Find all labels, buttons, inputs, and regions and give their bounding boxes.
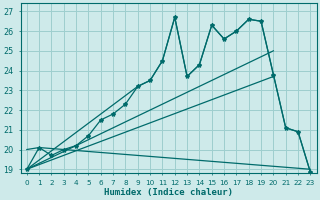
X-axis label: Humidex (Indice chaleur): Humidex (Indice chaleur) — [104, 188, 233, 197]
